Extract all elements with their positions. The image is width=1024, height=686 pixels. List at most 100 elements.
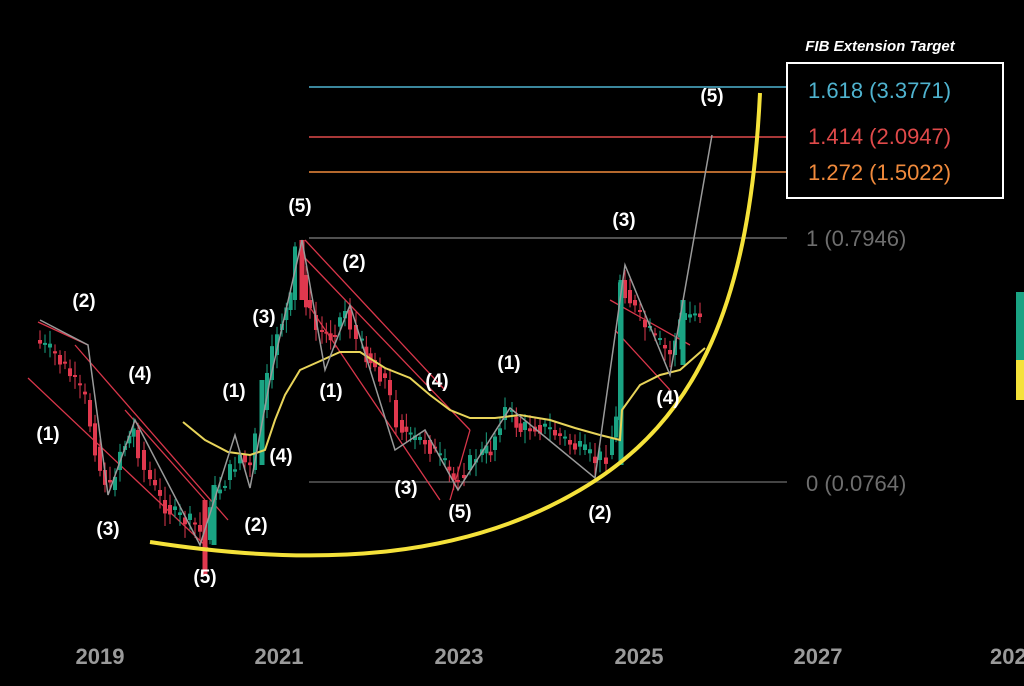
wave-label: (2) <box>342 252 365 273</box>
candle-body <box>418 436 422 440</box>
candle-body <box>108 480 112 483</box>
candle-body <box>658 338 662 341</box>
candle-body <box>113 476 117 490</box>
candle-body <box>253 433 257 470</box>
fib-level-lines <box>309 86 787 483</box>
wave-path-series <box>39 134 713 547</box>
candle-body <box>43 342 47 345</box>
candle-body <box>93 423 97 456</box>
candle-body <box>48 343 52 348</box>
candle-body <box>394 400 398 428</box>
candle-body <box>688 314 692 318</box>
candle-body <box>168 505 172 515</box>
candle-body <box>558 433 562 436</box>
candle-body <box>693 313 697 316</box>
candle-body <box>328 333 333 341</box>
wave-label: (3) <box>394 478 417 499</box>
moving-average-line <box>182 347 706 457</box>
candle-body <box>628 290 632 304</box>
candle-body <box>663 345 667 349</box>
wave-label: (5) <box>700 86 723 107</box>
candle-body <box>270 346 274 380</box>
wave-label: (5) <box>448 502 471 523</box>
wave-label: (2) <box>244 515 267 536</box>
candle-body <box>484 445 489 454</box>
wave-label: (1) <box>497 353 520 374</box>
wave-label: (1) <box>36 424 59 445</box>
wave-label: (2) <box>72 291 95 312</box>
candle-body <box>354 325 358 339</box>
candle-body <box>604 457 608 464</box>
candle-body <box>643 320 647 328</box>
candle-body <box>193 522 197 525</box>
candle-body <box>413 435 417 440</box>
candle-body <box>304 275 308 308</box>
fib-box-frame <box>786 62 1004 199</box>
candle-body <box>514 416 519 428</box>
candle-body <box>284 307 289 320</box>
candle-body <box>583 444 587 450</box>
x-tick-label: 2023 <box>435 644 484 669</box>
candle-body <box>238 454 242 464</box>
candle-body <box>633 300 637 306</box>
candle-body <box>443 458 447 461</box>
fib-level-label: 0 (0.0764) <box>806 471 906 496</box>
candle-body <box>423 440 427 445</box>
candle-body <box>523 421 527 430</box>
fib-box-line-1272: 1.272 (1.5022) <box>808 160 951 185</box>
channel-line <box>304 257 471 431</box>
candle-body <box>127 435 132 444</box>
candle-body <box>320 330 324 332</box>
candle-body <box>404 426 409 432</box>
candle-body <box>131 428 136 437</box>
candle-body <box>493 436 497 450</box>
candle-body <box>173 506 177 510</box>
candle-body <box>223 485 227 488</box>
candle-body <box>468 455 472 470</box>
candle-body <box>68 368 72 377</box>
candle-body <box>373 360 377 368</box>
candle-body <box>288 292 293 310</box>
fib-box-line-1414: 1.414 (2.0947) <box>808 124 951 149</box>
x-tick-label: 2019 <box>76 644 125 669</box>
candle-body <box>202 500 208 575</box>
candle-body <box>447 466 452 471</box>
candle-body <box>348 310 352 330</box>
candle-body <box>308 300 312 309</box>
side-markers <box>1016 292 1024 400</box>
candle-body <box>153 480 157 486</box>
candle-body <box>163 500 167 514</box>
wave-label: (4) <box>269 446 292 467</box>
candle-body <box>333 335 337 337</box>
side-marker-green <box>1016 292 1024 360</box>
wave-label: (5) <box>288 196 311 217</box>
candle-body <box>462 475 466 479</box>
candle-body <box>78 383 82 386</box>
candle-body <box>265 372 269 410</box>
wave-label: (2) <box>588 503 611 524</box>
x-axis: 2019 2021 2023 2025 2027 202 <box>76 644 1024 669</box>
candle-body <box>593 456 597 464</box>
x-tick-label: 202 <box>990 644 1024 669</box>
candle-body <box>553 430 557 436</box>
candle-body <box>188 513 192 520</box>
candle-body <box>198 525 202 532</box>
cup-curve <box>149 92 762 558</box>
x-tick-label: 2027 <box>794 644 843 669</box>
candle-body <box>408 432 413 435</box>
moving-average-series <box>182 347 706 457</box>
candle-body <box>668 350 672 355</box>
wave-label: (5) <box>193 567 216 588</box>
wave-label: (3) <box>612 210 635 231</box>
candle-body <box>73 375 77 377</box>
candle-body <box>183 517 187 525</box>
candle-body <box>388 380 392 396</box>
candle-body <box>243 455 247 463</box>
candle-body <box>614 416 618 438</box>
candle-body <box>538 425 542 434</box>
candle-body <box>428 440 432 454</box>
candle-body <box>83 391 87 395</box>
candle-body <box>623 280 627 299</box>
candle-body <box>275 334 279 355</box>
candle-body <box>456 480 460 482</box>
